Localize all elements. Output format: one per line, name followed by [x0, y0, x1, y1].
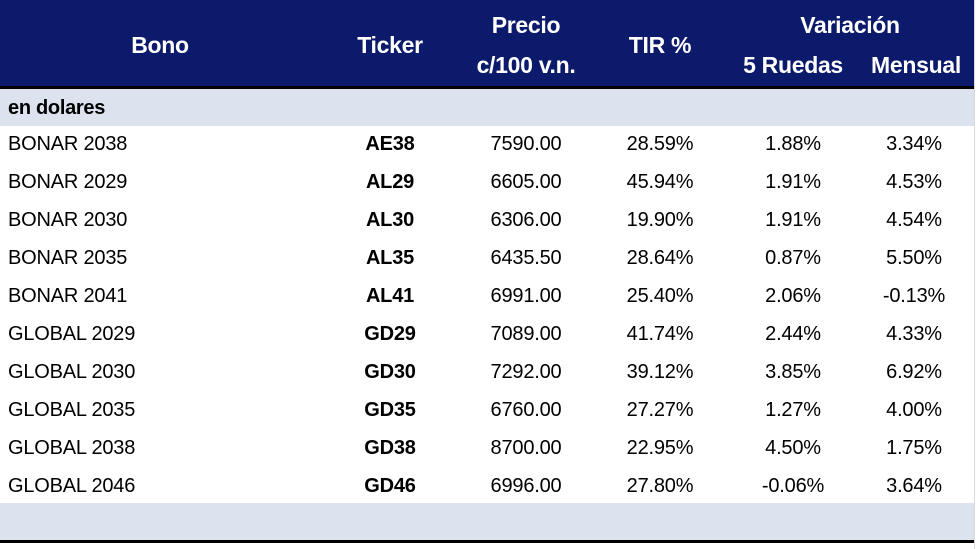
header-mensual: Mensual — [871, 52, 961, 78]
header-bono: Bono — [131, 32, 189, 58]
cell-precio: 6991.00 — [490, 285, 562, 307]
table-row: BONAR 2030 AL30 6306.00 19.90% 1.91% 4.54% — [0, 202, 974, 240]
cell-tir: 39.12% — [626, 361, 694, 383]
cell-bono: BONAR 2030 — [8, 209, 128, 231]
cell-precio: 6760.00 — [490, 399, 562, 421]
cell-precio: 7292.00 — [490, 361, 562, 383]
table-row: GLOBAL 2035 GD35 6760.00 27.27% 1.27% 4.00% — [0, 392, 974, 430]
cell-bono: BONAR 2038 — [8, 133, 128, 155]
cell-tir: 41.74% — [626, 323, 694, 345]
cell-5-ruedas: 0.87% — [765, 247, 821, 269]
header-precio: Precio — [491, 12, 561, 38]
table-row: BONAR 2029 AL29 6605.00 45.94% 1.91% 4.53% — [0, 164, 974, 202]
cell-precio: 7089.00 — [490, 323, 562, 345]
header-5-ruedas: 5 Ruedas — [743, 52, 843, 78]
cell-ticker: GD29 — [364, 323, 416, 345]
cell-tir: 25.40% — [626, 285, 694, 307]
cell-precio: 6306.00 — [490, 209, 562, 231]
cell-ticker: AL35 — [365, 247, 415, 269]
cell-mensual: 4.00% — [886, 399, 942, 421]
cell-5-ruedas: 2.44% — [765, 323, 821, 345]
cell-bono: BONAR 2035 — [8, 247, 128, 269]
cell-tir: 28.59% — [626, 133, 694, 155]
cell-ticker: AL29 — [365, 171, 415, 193]
cell-bono: GLOBAL 2029 — [8, 323, 136, 345]
cell-bono: BONAR 2029 — [8, 171, 128, 193]
cell-ticker: AL41 — [365, 285, 415, 307]
cell-ticker: GD30 — [364, 361, 416, 383]
table-body: BONAR 2038 AE38 7590.00 28.59% 1.88% 3.34% BON… — [0, 126, 974, 506]
cell-mensual: 3.34% — [886, 133, 942, 155]
cell-bono: GLOBAL 2035 — [8, 399, 136, 421]
cell-5-ruedas: 1.27% — [765, 399, 821, 421]
cell-ticker: GD35 — [364, 399, 416, 421]
cell-precio: 6605.00 — [490, 171, 562, 193]
cell-5-ruedas: 1.88% — [765, 133, 821, 155]
cell-bono: GLOBAL 2030 — [8, 361, 136, 383]
table-row: BONAR 2035 AL35 6435.50 28.64% 0.87% 5.50% — [0, 240, 974, 278]
cell-mensual: 4.53% — [886, 171, 942, 193]
header-ticker: Ticker — [357, 32, 423, 58]
cell-bono: BONAR 2041 — [8, 285, 128, 307]
cell-tir: 19.90% — [626, 209, 694, 231]
cell-precio: 6435.50 — [490, 247, 562, 269]
cell-tir: 28.64% — [626, 247, 694, 269]
cell-5-ruedas: 1.91% — [765, 209, 821, 231]
cell-tir: 22.95% — [626, 437, 694, 459]
cell-5-ruedas: 4.50% — [765, 437, 821, 459]
table-row: BONAR 2038 AE38 7590.00 28.59% 1.88% 3.34% — [0, 126, 974, 164]
cell-ticker: AL30 — [365, 209, 415, 231]
header-border — [0, 86, 974, 89]
section-label: en dolares — [8, 97, 106, 119]
header-tir: TIR % — [628, 32, 692, 58]
table-row: BONAR 2041 AL41 6991.00 25.40% 2.06% -0.13% — [0, 278, 974, 316]
cell-bono: GLOBAL 2038 — [8, 437, 136, 459]
cell-5-ruedas: 1.91% — [765, 171, 821, 193]
cell-precio: 6996.00 — [490, 475, 562, 497]
cell-mensual: 4.33% — [886, 323, 942, 345]
cell-mensual: 3.64% — [886, 475, 942, 497]
table-row: GLOBAL 2038 GD38 8700.00 22.95% 4.50% 1.75% — [0, 430, 974, 468]
footer-band — [0, 503, 974, 540]
header-variacion: Variación — [800, 12, 900, 38]
cell-tir: 45.94% — [626, 171, 694, 193]
cell-ticker: AE38 — [365, 133, 415, 155]
cell-mensual: 6.92% — [886, 361, 942, 383]
gridline — [974, 0, 975, 549]
cell-ticker: GD46 — [364, 475, 416, 497]
cell-mensual: 1.75% — [886, 437, 942, 459]
cell-precio: 8700.00 — [490, 437, 562, 459]
table-header: Bono Ticker Precio c/100 v.n. TIR % Vari… — [0, 0, 974, 86]
cell-mensual: -0.13% — [882, 285, 946, 307]
section-row: en dolares — [0, 89, 974, 126]
cell-ticker: GD38 — [364, 437, 416, 459]
table-row: GLOBAL 2029 GD29 7089.00 41.74% 2.44% 4.33% — [0, 316, 974, 354]
header-precio-unit: c/100 v.n. — [476, 52, 576, 78]
table-row: GLOBAL 2046 GD46 6996.00 27.80% -0.06% 3.64% — [0, 468, 974, 506]
table-row: GLOBAL 2030 GD30 7292.00 39.12% 3.85% 6.92% — [0, 354, 974, 392]
cell-tir: 27.27% — [626, 399, 694, 421]
cell-5-ruedas: 3.85% — [765, 361, 821, 383]
cell-bono: GLOBAL 2046 — [8, 475, 136, 497]
cell-5-ruedas: -0.06% — [761, 475, 825, 497]
cell-mensual: 5.50% — [886, 247, 942, 269]
footer-border — [0, 540, 974, 543]
cell-tir: 27.80% — [626, 475, 694, 497]
cell-precio: 7590.00 — [490, 133, 562, 155]
cell-5-ruedas: 2.06% — [765, 285, 821, 307]
cell-mensual: 4.54% — [886, 209, 942, 231]
